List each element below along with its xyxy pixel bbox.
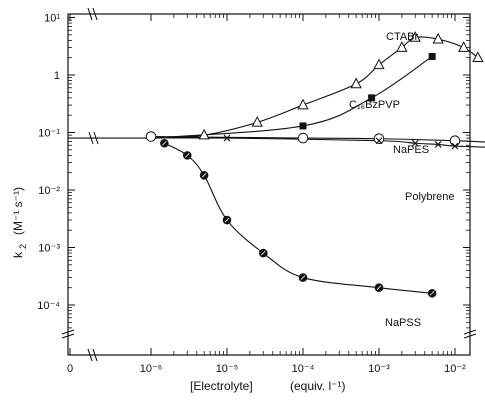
x-tick-label: 10⁻⁶: [140, 363, 163, 375]
x-tick-label: 10⁻⁴: [292, 363, 315, 375]
data-point: [299, 122, 307, 130]
x-tick-label: 0: [67, 363, 73, 375]
x-axis-title: [Electrolyte]: [190, 379, 253, 393]
x-tick-label: 10⁻²: [444, 363, 466, 375]
data-point: [434, 141, 442, 148]
y-axis-break-mark-right: [463, 333, 477, 339]
x-axis-break-mark: [92, 348, 98, 362]
y-axis-title: k: [11, 251, 25, 258]
series-markers: [145, 31, 484, 298]
data-point: [375, 137, 383, 145]
ticks: 010⁻⁶10⁻⁵10⁻⁴10⁻³10⁻²10⁻¹10¹110⁻¹10⁻²10⁻…: [37, 13, 470, 375]
x-tick-label: 10⁻³: [368, 363, 390, 375]
series-line: [164, 142, 433, 294]
data-point: [432, 32, 444, 44]
series-label: Polybrene: [405, 191, 455, 203]
data-point-hatch: [162, 140, 167, 146]
data-point-hatch: [429, 290, 435, 296]
axes: [61, 7, 477, 362]
data-point: [251, 116, 263, 127]
x-axis-break-mark-top: [87, 7, 93, 21]
data-point: [458, 41, 470, 52]
data-point-hatch: [260, 250, 266, 256]
y-axis-title-group: k 2: [11, 244, 28, 258]
y-axis-unit: (M⁻¹ s⁻¹): [11, 187, 25, 235]
data-point: [368, 94, 376, 102]
series-line: [150, 137, 485, 148]
x-axis-break-mark: [87, 348, 93, 362]
data-point: [350, 77, 362, 89]
y-axis-unit-group: (M⁻¹ s⁻¹): [11, 187, 25, 235]
data-point-hatch: [300, 275, 306, 280]
series-label: C₁₆BzPVP: [349, 99, 400, 111]
data-point: [451, 142, 459, 150]
series-line: [150, 56, 433, 139]
data-point-hatch: [201, 173, 207, 178]
data-point: [396, 41, 408, 52]
data-point-hatch: [376, 285, 382, 290]
data-point: [145, 131, 157, 142]
data-point: [297, 98, 309, 110]
y-axis-title-subscript: 2: [18, 244, 28, 249]
data-point-hatch: [184, 153, 190, 158]
data-point: [428, 52, 436, 60]
baseline-break: [88, 131, 94, 145]
y-tick-label: 10⁻¹: [38, 128, 60, 140]
y-tick-label: 10⁻³: [38, 243, 60, 255]
y-tick-label: 1: [54, 70, 60, 82]
data-point: [411, 139, 419, 147]
x-axis-unit: (equiv. l⁻¹): [290, 379, 345, 393]
y-axis-break-mark: [61, 329, 75, 335]
data-point: [449, 135, 461, 147]
y-tick-label: 10⁻²: [38, 185, 60, 197]
baseline-break: [93, 131, 99, 145]
data-point: [472, 51, 484, 62]
plot-frame: [67, 13, 471, 356]
series-label: NaPSS: [385, 317, 421, 329]
x-axis-break-mark-top: [92, 7, 98, 21]
data-point-hatch: [224, 217, 230, 223]
series-label: NaPES: [393, 144, 429, 156]
data-point: [373, 133, 385, 145]
data-point: [373, 58, 385, 70]
x-tick-label: 10⁻⁵: [216, 363, 239, 375]
data-point: [198, 128, 210, 140]
series-curves: [68, 36, 485, 294]
data-point: [223, 134, 231, 142]
y-axis-break-mark-right: [463, 329, 477, 335]
y-tick-label: 10¹: [44, 13, 60, 25]
data-point: [409, 31, 421, 42]
series-label: CTABr: [386, 31, 419, 43]
series-line: [150, 36, 479, 139]
y-tick-label: 10⁻⁴: [37, 300, 60, 312]
series-labels: CTABr C₁₆BzPVP NaPES Polybrene NaPSS: [349, 31, 455, 329]
y-axis-break-mark: [61, 333, 75, 339]
data-point: [297, 132, 309, 144]
